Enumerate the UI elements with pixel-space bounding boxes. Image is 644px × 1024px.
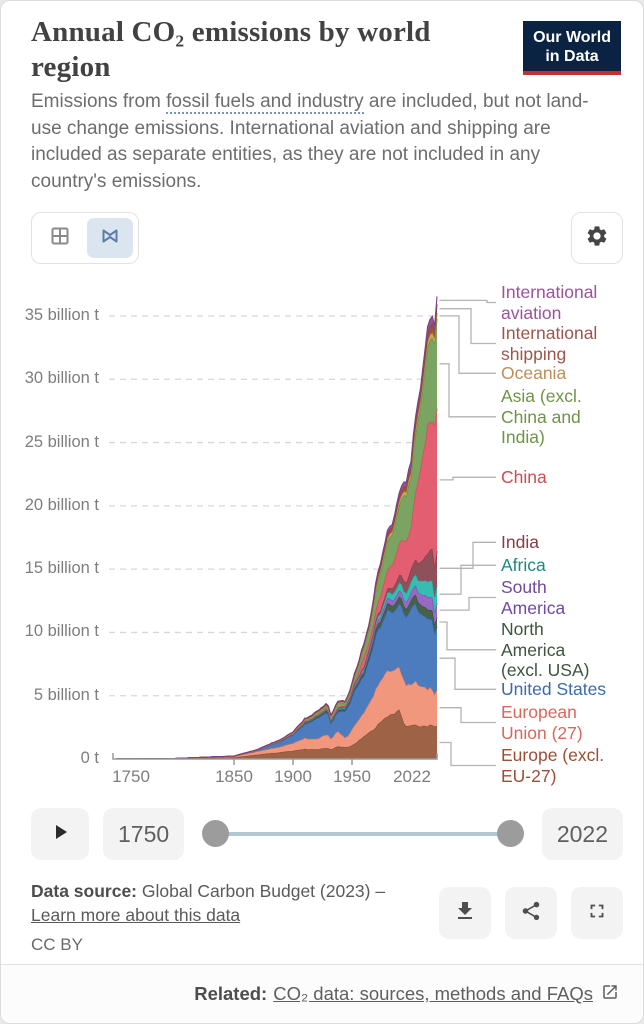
legend-label-north_america_excl[interactable]: North America (excl. USA) — [501, 619, 590, 680]
fullscreen-icon — [586, 900, 608, 927]
legend-label-eu27[interactable]: European Union (27) — [501, 702, 583, 743]
table-view-button[interactable] — [37, 218, 83, 258]
leader-line-intl_shipping — [439, 308, 496, 345]
legend-label-africa[interactable]: Africa — [501, 555, 546, 575]
leader-line-china — [439, 476, 496, 481]
leader-line-europe_excl — [439, 741, 496, 767]
x-axis-label-1750: 1750 — [112, 767, 150, 786]
x-axis-label-2022: 2022 — [393, 767, 431, 786]
data-source-block: Data source: Global Carbon Budget (2023)… — [31, 879, 431, 957]
y-axis-label: 5 billion t — [33, 685, 99, 704]
owid-logo-line1: Our World — [533, 29, 611, 46]
related-bar: Related: CO₂ data: sources, methods and … — [1, 964, 643, 1023]
play-icon — [48, 820, 72, 849]
related-link[interactable]: CO₂ data: sources, methods and FAQs — [273, 983, 593, 1004]
learn-more-link[interactable]: Learn more about this data — [31, 905, 241, 925]
leader-line-united_states — [439, 657, 496, 690]
gear-icon — [585, 224, 609, 253]
area-europe_excl[interactable] — [116, 709, 437, 760]
year-range-slider[interactable] — [198, 808, 528, 860]
legend-label-united_states[interactable]: United States — [501, 679, 607, 699]
slider-handle-end[interactable] — [496, 820, 524, 847]
legend-label-europe_excl[interactable]: Europe (excl. EU-27) — [501, 745, 605, 786]
slider-handle-start[interactable] — [202, 820, 230, 847]
y-axis-label: 30 billion t — [24, 369, 99, 388]
download-icon — [453, 899, 477, 928]
external-link-icon — [593, 983, 619, 1006]
x-axis-label-1850: 1850 — [215, 767, 253, 786]
settings-button[interactable] — [571, 212, 623, 264]
leader-line-eu27 — [439, 707, 496, 724]
leader-line-oceania — [439, 315, 496, 374]
leader-line-india — [439, 541, 496, 569]
play-button[interactable] — [31, 808, 89, 860]
legend-label-china[interactable]: China — [501, 467, 547, 487]
page-title: Annual CO₂ emissions by world region — [31, 16, 431, 83]
legend-label-intl_shipping[interactable]: International shipping — [501, 323, 598, 364]
y-axis-label: 15 billion t — [24, 559, 99, 578]
subtitle-text-pre: Emissions from — [31, 91, 167, 112]
data-source-label: Data source: — [31, 881, 138, 901]
timeline-controls: 1750 2022 — [31, 807, 623, 861]
owid-logo-line2: in Data — [545, 48, 599, 65]
area-united_states[interactable] — [116, 603, 437, 759]
y-axis-label: 0 t — [80, 749, 99, 767]
owid-logo[interactable]: Our World in Data — [523, 21, 621, 75]
legend-label-south_america[interactable]: South America — [501, 577, 566, 618]
fullscreen-button[interactable] — [571, 887, 623, 939]
leader-line-north_america_excl — [439, 621, 496, 651]
x-axis-label-1950: 1950 — [333, 767, 371, 786]
legend-label-oceania[interactable]: Oceania — [501, 363, 567, 383]
download-button[interactable] — [439, 887, 491, 939]
legend-label-asia_excl[interactable]: Asia (excl. China and India) — [501, 386, 582, 447]
area-south_america[interactable] — [116, 585, 437, 759]
end-year-box[interactable]: 2022 — [541, 808, 623, 860]
legend-label-india[interactable]: India — [501, 532, 539, 552]
slider-track[interactable] — [214, 832, 512, 836]
start-year-box[interactable]: 1750 — [103, 808, 185, 860]
y-axis-label: 10 billion t — [24, 622, 99, 641]
data-source-text: Global Carbon Budget (2023) – — [137, 881, 386, 901]
license-label: CC BY — [31, 935, 83, 954]
view-toggle-group — [31, 212, 139, 264]
x-axis-line — [112, 753, 438, 760]
subtitle-fossil-fuels-link[interactable]: fossil fuels and industry — [166, 91, 364, 114]
x-axis-label-1900: 1900 — [274, 767, 312, 786]
y-axis-label: 25 billion t — [24, 432, 99, 451]
chart-action-buttons — [439, 887, 623, 939]
share-icon — [520, 900, 542, 927]
y-axis-label: 20 billion t — [24, 495, 99, 514]
leader-line-africa — [439, 564, 496, 595]
chart-view-button[interactable] — [87, 218, 133, 258]
chart-canvas — [109, 296, 496, 767]
share-button[interactable] — [505, 887, 557, 939]
table-icon — [50, 226, 70, 251]
related-label: Related: — [194, 983, 268, 1004]
subtitle-text-post: are included, but not land-use change em… — [31, 91, 589, 192]
chart-subtitle: Emissions from fossil fuels and industry… — [31, 89, 619, 195]
leader-line-south_america — [439, 596, 496, 611]
leader-line-asia_excl — [439, 363, 496, 418]
area-chart-icon — [100, 226, 120, 251]
leader-line-intl_aviation — [439, 299, 496, 304]
stacked-area-chart: 0 t 5 billion t 10 billion t 15 billion t 20… — [1, 269, 643, 803]
y-axis-label: 35 billion t — [24, 306, 99, 324]
legend-label-intl_aviation[interactable]: International aviation — [501, 282, 598, 323]
area-eu27[interactable] — [116, 666, 437, 759]
area-north_america_excl[interactable] — [116, 594, 437, 759]
